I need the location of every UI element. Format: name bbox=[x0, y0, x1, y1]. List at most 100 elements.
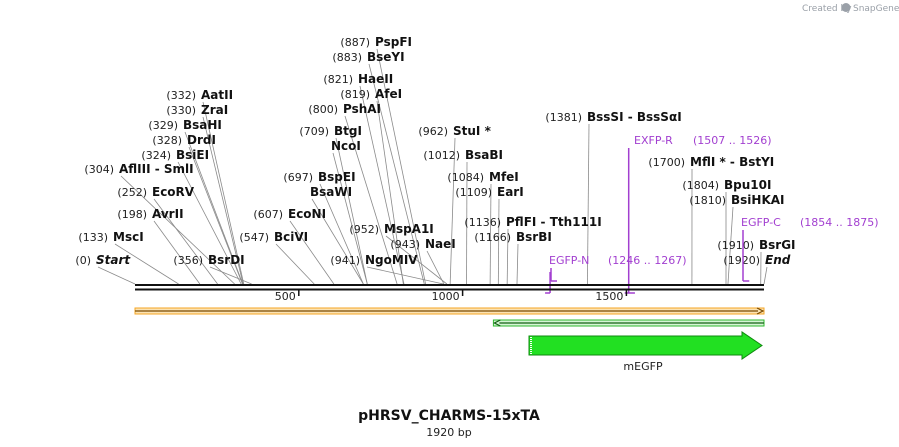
site-bsrbi[interactable]: (1166) BsrBI bbox=[474, 230, 551, 244]
site-bseyi[interactable]: (883) BseYI bbox=[332, 50, 404, 64]
site-name: PspFI bbox=[375, 35, 412, 49]
site-bcivi[interactable]: (547) BciVI bbox=[239, 230, 308, 244]
site-position: (252) bbox=[117, 186, 147, 199]
site-bsrgi[interactable]: (1910) BsrGI bbox=[717, 238, 795, 252]
site-mfli[interactable]: (1700) MflI * - BstYI bbox=[648, 155, 774, 169]
site-leader-line bbox=[449, 137, 456, 285]
site-leader-line bbox=[335, 137, 368, 285]
site-position: (1810) bbox=[689, 194, 726, 207]
site-end[interactable]: (1920) End bbox=[723, 253, 790, 267]
site-name: Bpu10I bbox=[724, 178, 771, 192]
site-position: (800) bbox=[308, 103, 338, 116]
site-zrai[interactable]: (330) ZraI bbox=[166, 103, 228, 117]
feature-mEGFP[interactable]: mEGFP bbox=[528, 331, 763, 373]
site-name: DrdI bbox=[187, 133, 216, 147]
site-name: BsrBI bbox=[516, 230, 552, 244]
credit-brand: SnapGene bbox=[853, 4, 899, 14]
site-name: End bbox=[765, 253, 791, 267]
site-ecorv[interactable]: (252) EcoRV bbox=[117, 185, 194, 199]
site-avrii[interactable]: (198) AvrII bbox=[117, 207, 183, 221]
site-leader-line bbox=[97, 266, 136, 285]
site-ncoi[interactable]: NcoI bbox=[331, 139, 361, 153]
site-eari[interactable]: (1109) EarI bbox=[455, 185, 523, 199]
primer-egfp-c[interactable]: EGFP-C (1854 .. 1875) bbox=[741, 216, 879, 282]
snapgene-credit: Created by SnapGene bbox=[802, 3, 899, 14]
feature-green-outline[interactable] bbox=[492, 319, 765, 327]
site-name: BsiEI bbox=[176, 148, 209, 162]
site-position: (332) bbox=[166, 89, 196, 102]
site-position: (962) bbox=[418, 125, 448, 138]
site-leader-line bbox=[332, 152, 368, 285]
site-mspa1i[interactable]: (952) MspA1I bbox=[349, 222, 433, 236]
feature-orange-bar[interactable] bbox=[134, 307, 765, 315]
site-name: BsaHI bbox=[183, 118, 222, 132]
site-leader-line bbox=[376, 48, 426, 285]
site-position: (304) bbox=[84, 163, 114, 176]
primer-range: (1854 .. 1875) bbox=[800, 216, 879, 229]
site-afei[interactable]: (819) AfeI bbox=[340, 87, 402, 101]
site-naei[interactable]: (943) NaeI bbox=[390, 237, 455, 251]
site-bsiei[interactable]: (324) BsiEI bbox=[141, 148, 209, 162]
site-bsabi[interactable]: (1012) BsaBI bbox=[423, 148, 503, 162]
site-leader-line bbox=[120, 175, 235, 285]
ruler-tick-label: 500 bbox=[275, 290, 296, 303]
site-bsahi[interactable]: (329) BsaHI bbox=[148, 118, 222, 132]
site-name: MscI bbox=[113, 230, 144, 244]
site-leader-line bbox=[184, 131, 244, 285]
feature-arrow bbox=[528, 331, 763, 360]
site-leader-line bbox=[587, 123, 590, 285]
site-leader-line bbox=[319, 183, 364, 285]
site-leader-line bbox=[344, 115, 398, 285]
credit-prefix: Created by bbox=[802, 4, 852, 14]
site-leader-line bbox=[275, 243, 315, 285]
primer-name: EGFP-C bbox=[741, 216, 781, 229]
site-leader-line bbox=[763, 266, 768, 285]
restriction-sites: (0) Start (133) MscI (198) AvrII (252) EcoRV (30… bbox=[75, 35, 795, 267]
site-bspei[interactable]: (697) BspEI bbox=[283, 170, 355, 184]
site-name: StuI * bbox=[453, 124, 492, 138]
site-bpu10i[interactable]: (1804) Bpu10I bbox=[682, 178, 771, 192]
ruler-tick-label: 1500 bbox=[595, 290, 623, 303]
site-afliii[interactable]: (304) AflIII - SmlI bbox=[84, 162, 193, 176]
site-leader-line bbox=[366, 266, 444, 285]
site-ngomiv[interactable]: (941) NgoMIV bbox=[330, 253, 418, 267]
site-bsrdi[interactable]: (356) BsrDI bbox=[173, 253, 244, 267]
site-position: (1084) bbox=[447, 171, 484, 184]
site-name: EcoRV bbox=[152, 185, 195, 199]
site-msci[interactable]: (133) MscI bbox=[78, 230, 143, 244]
site-haeii[interactable]: (821) HaeII bbox=[323, 72, 393, 86]
site-pspfi[interactable]: (887) PspFI bbox=[340, 35, 412, 49]
site-name: BsaWI bbox=[310, 185, 352, 199]
site-bsssi[interactable]: (1381) BssSI - BssSαI bbox=[545, 110, 681, 124]
site-position: (941) bbox=[330, 254, 360, 267]
site-pshai[interactable]: (800) PshAI bbox=[308, 102, 381, 116]
site-leader-line bbox=[209, 266, 252, 285]
site-bsawi[interactable]: BsaWI bbox=[310, 185, 352, 199]
site-position: (1381) bbox=[545, 111, 582, 124]
site-leader-line bbox=[489, 183, 492, 285]
primer-egfp-n[interactable]: EGFP-N (1246 .. 1267) bbox=[545, 254, 687, 294]
site-stui[interactable]: (962) StuI * bbox=[418, 124, 491, 138]
primer-name: EGFP-N bbox=[549, 254, 589, 267]
site-name: MflI * - BstYI bbox=[690, 155, 774, 169]
site-btgi[interactable]: (709) BtgI bbox=[299, 124, 362, 138]
site-aatii[interactable]: (332) AatII bbox=[166, 88, 233, 102]
dna-backbone bbox=[135, 284, 764, 291]
site-econi[interactable]: (607) EcoNI bbox=[253, 207, 326, 221]
site-leader-line bbox=[311, 198, 364, 285]
site-bsihkai[interactable]: (1810) BsiHKAI bbox=[689, 193, 784, 207]
leader-lines bbox=[97, 48, 768, 285]
plasmid-title: pHRSV_CHARMS-15xTA bbox=[358, 408, 540, 424]
site-name: BciVI bbox=[274, 230, 308, 244]
site-start[interactable]: (0) Start bbox=[75, 253, 131, 267]
site-drdi[interactable]: (328) DrdI bbox=[152, 133, 216, 147]
site-mfei[interactable]: (1084) MfeI bbox=[447, 170, 518, 184]
site-name: BsaBI bbox=[465, 148, 503, 162]
site-name: BsrGI bbox=[759, 238, 796, 252]
primers: EXFP-R (1507 .. 1526) EGFP-C (1854 .. 1875)… bbox=[545, 134, 879, 294]
primer-name: EXFP-R bbox=[634, 134, 673, 147]
primer-exfp-r[interactable]: EXFP-R (1507 .. 1526) bbox=[624, 134, 772, 294]
site-pflfi[interactable]: (1136) PflFI - Tth111I bbox=[464, 215, 601, 229]
site-position: (1910) bbox=[717, 239, 754, 252]
